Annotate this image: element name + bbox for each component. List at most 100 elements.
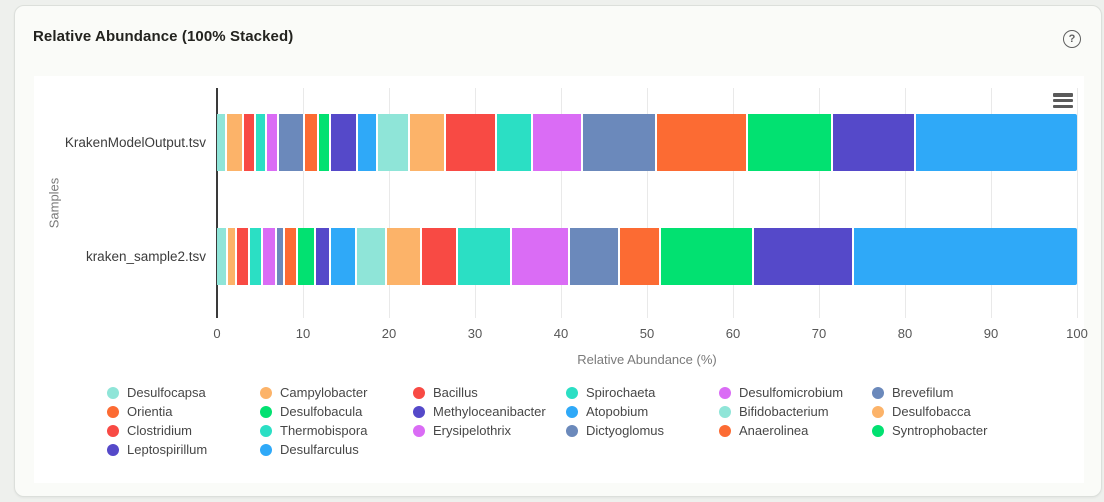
bar-segment[interactable]: [511, 228, 571, 285]
legend-label: Anaerolinea: [739, 423, 809, 438]
bar-segment[interactable]: [255, 114, 267, 171]
legend-swatch-icon: [260, 386, 272, 399]
bar-segment[interactable]: [217, 228, 229, 285]
bar-segment[interactable]: [620, 228, 661, 285]
legend-swatch-icon: [260, 405, 272, 418]
legend-item[interactable]: Dictyoglomus: [566, 421, 719, 440]
legend-swatch-icon: [107, 386, 119, 399]
legend-item[interactable]: Anaerolinea: [719, 421, 872, 440]
bar-segment[interactable]: [278, 114, 305, 171]
legend-item[interactable]: Clostridium: [107, 421, 260, 440]
legend-label: Thermobispora: [280, 423, 368, 438]
bar-segment[interactable]: [243, 114, 256, 171]
legend-item[interactable]: Syntrophobacter: [872, 421, 1025, 440]
x-tick-label: 90: [983, 326, 999, 341]
legend-label: Brevefilum: [892, 385, 954, 400]
bar-segment[interactable]: [319, 114, 332, 171]
bar-segment[interactable]: [315, 228, 332, 285]
legend-item[interactable]: Desulfocapsa: [107, 383, 260, 402]
legend-item[interactable]: Erysipelothrix: [413, 421, 566, 440]
legend-swatch-icon: [719, 386, 731, 399]
menu-icon[interactable]: [1051, 91, 1075, 110]
bar-segment[interactable]: [331, 228, 358, 285]
grid-line: [560, 88, 562, 318]
legend-item[interactable]: Desulfarculus: [260, 440, 413, 459]
legend-item[interactable]: Atopobium: [566, 402, 719, 421]
x-tick-label: 40: [553, 326, 569, 341]
legend-label: Clostridium: [127, 423, 193, 438]
bar-row: [217, 228, 1077, 285]
bar-segment[interactable]: [457, 228, 512, 285]
x-axis-title: Relative Abundance (%): [577, 352, 717, 367]
bar-segment[interactable]: [570, 228, 621, 285]
bar-segment[interactable]: [916, 114, 1077, 171]
x-tick-label: 20: [381, 326, 397, 341]
bar-segment[interactable]: [227, 114, 244, 171]
legend-item[interactable]: Bacillus: [413, 383, 566, 402]
bar-segment[interactable]: [387, 228, 422, 285]
grid-line: [474, 88, 476, 318]
legend-item[interactable]: Desulfobacca: [872, 402, 1025, 421]
bar-segment[interactable]: [445, 114, 498, 171]
legend-item[interactable]: Methyloceanibacter: [413, 402, 566, 421]
legend-swatch-icon: [872, 424, 884, 437]
card-title: Relative Abundance (100% Stacked): [33, 28, 294, 45]
y-category-label: KrakenModelOutput.tsv: [64, 135, 206, 150]
bar-segment[interactable]: [421, 228, 458, 285]
legend-swatch-icon: [107, 405, 119, 418]
bar-segment[interactable]: [266, 114, 279, 171]
legend-label: Atopobium: [586, 404, 649, 419]
legend-swatch-icon: [719, 424, 731, 437]
bar-segment[interactable]: [297, 228, 316, 285]
bar-segment[interactable]: [331, 114, 358, 171]
legend-item[interactable]: Desulfomicrobium: [719, 383, 872, 402]
bar-segment[interactable]: [660, 228, 755, 285]
bar-segment[interactable]: [497, 114, 533, 171]
legend-item[interactable]: Thermobispora: [260, 421, 413, 440]
chart-card: Relative Abundance (100% Stacked) ? Krak…: [14, 5, 1102, 497]
legend-label: Desulfarculus: [280, 442, 359, 457]
legend-item[interactable]: Spirochaeta: [566, 383, 719, 402]
bar-segment[interactable]: [657, 114, 749, 171]
legend-item[interactable]: Desulfobacula: [260, 402, 413, 421]
legend-swatch-icon: [872, 405, 884, 418]
legend-swatch-icon: [719, 405, 731, 418]
legend-item[interactable]: Brevefilum: [872, 383, 1025, 402]
bar-segment[interactable]: [754, 228, 855, 285]
grid-line: [818, 88, 820, 318]
legend-swatch-icon: [872, 386, 884, 399]
bar-segment[interactable]: [236, 228, 250, 285]
bar-segment[interactable]: [217, 114, 228, 171]
bar-segment[interactable]: [357, 228, 388, 285]
help-icon[interactable]: ?: [1063, 30, 1081, 48]
bar-segment[interactable]: [263, 228, 278, 285]
bar-segment[interactable]: [532, 114, 584, 171]
bar-segment[interactable]: [409, 114, 446, 171]
bar-segment[interactable]: [357, 114, 378, 171]
y-category-label: kraken_sample2.tsv: [85, 249, 206, 264]
x-tick-label: 10: [295, 326, 311, 341]
bar-segment[interactable]: [228, 228, 237, 285]
grid-line: [302, 88, 304, 318]
bar-segment[interactable]: [854, 228, 1077, 285]
bar-segment[interactable]: [304, 114, 320, 171]
legend-swatch-icon: [413, 424, 425, 437]
legend-item[interactable]: Leptospirillum: [107, 440, 260, 459]
x-tick-label: 0: [213, 326, 221, 341]
bar-segment[interactable]: [583, 114, 658, 171]
legend-swatch-icon: [107, 424, 119, 437]
legend-item[interactable]: Bifidobacterium: [719, 402, 872, 421]
legend-item[interactable]: Campylobacter: [260, 383, 413, 402]
bar-segment[interactable]: [284, 228, 298, 285]
bar-segment[interactable]: [277, 228, 285, 285]
legend: Desulfocapsa Campylobacter Bacillus Spiroch…: [107, 383, 1025, 459]
legend-item[interactable]: Orientia: [107, 402, 260, 421]
legend-swatch-icon: [566, 405, 578, 418]
x-tick-label: 80: [897, 326, 913, 341]
legend-label: Desulfocapsa: [127, 385, 206, 400]
bar-segment[interactable]: [748, 114, 833, 171]
bar-segment[interactable]: [832, 114, 917, 171]
bar-segment[interactable]: [249, 228, 264, 285]
bar-segment[interactable]: [377, 114, 410, 171]
legend-label: Bifidobacterium: [739, 404, 829, 419]
